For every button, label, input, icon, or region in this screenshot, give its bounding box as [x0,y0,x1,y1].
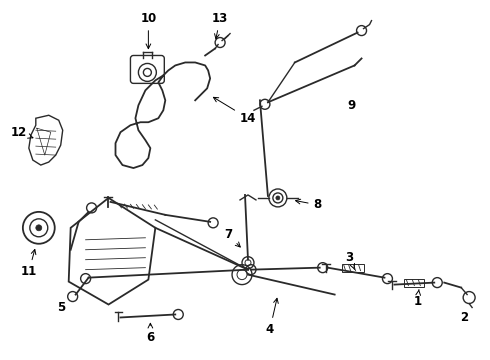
Text: 1: 1 [413,289,421,308]
Text: 12: 12 [11,126,33,139]
Text: 5: 5 [56,301,65,314]
Text: 13: 13 [212,12,228,39]
Text: 10: 10 [140,12,156,49]
Text: 4: 4 [266,298,278,336]
Text: 9: 9 [347,99,356,112]
Bar [404,279,424,287]
Text: 6: 6 [146,323,154,344]
Text: 8: 8 [295,198,322,211]
Circle shape [36,225,42,231]
Text: 11: 11 [21,249,37,278]
Bar [342,264,364,272]
Circle shape [276,196,280,200]
Text: 3: 3 [345,251,355,270]
Text: 7: 7 [224,228,240,247]
Text: 14: 14 [214,97,256,125]
Text: 2: 2 [460,311,468,324]
